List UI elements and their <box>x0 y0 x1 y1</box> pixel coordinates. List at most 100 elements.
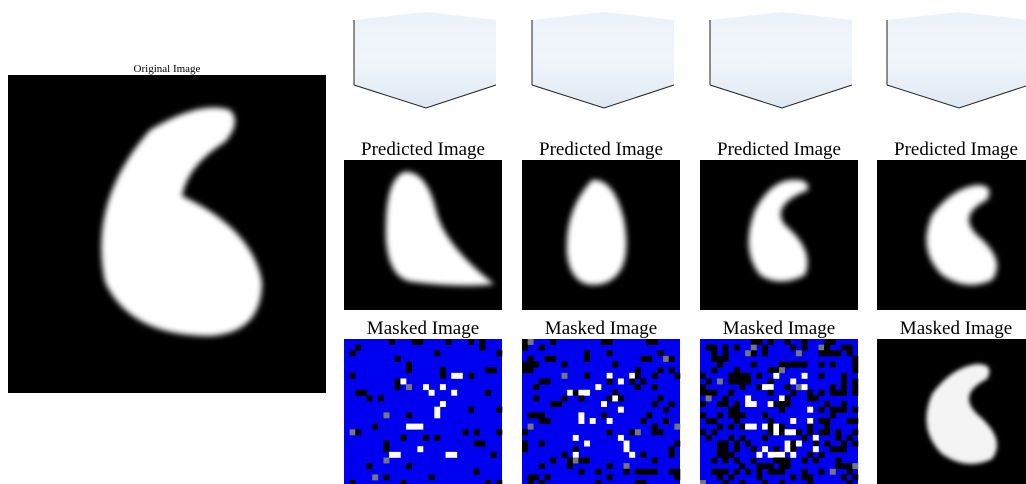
mask-pixel <box>784 384 791 391</box>
mask-pixel <box>668 451 675 458</box>
mask-pixel <box>657 429 664 436</box>
mask-pixel <box>841 378 848 385</box>
predicted-image <box>700 160 858 310</box>
mask-pixel <box>584 389 591 396</box>
predicted-title: Predicted Image <box>361 139 485 160</box>
mask-pixel <box>762 446 769 453</box>
mask-pixel <box>790 344 797 351</box>
mask-pixel <box>733 367 740 374</box>
mask-pixel <box>739 423 746 430</box>
mask-pixel <box>456 372 463 379</box>
mask-pixel <box>462 429 469 436</box>
mask-pixel <box>349 480 356 484</box>
mask-pixel <box>366 395 373 402</box>
mask-pixel <box>612 395 619 402</box>
mask-pixel <box>663 355 670 362</box>
mask-pixel <box>700 384 706 391</box>
mask-pixel <box>705 418 712 424</box>
mask-pixel <box>779 395 785 402</box>
mask-pixel <box>818 344 825 351</box>
mask-pixel <box>795 350 802 357</box>
mask-pixel <box>349 350 356 357</box>
mask-pixel <box>728 389 735 396</box>
mask-pixel <box>555 401 562 408</box>
mask-pixel <box>445 339 452 345</box>
mask-pixel <box>824 418 831 424</box>
mask-pixel <box>728 423 735 430</box>
mask-pixel <box>733 440 740 447</box>
mask-pixel <box>824 350 831 357</box>
mask-pixel <box>366 463 373 470</box>
mask-pixel <box>561 361 568 368</box>
mask-pixel <box>784 457 791 464</box>
mask-pixel <box>411 423 418 430</box>
mask-pixel <box>762 480 769 484</box>
mask-pixel <box>496 429 503 436</box>
mask-pixel <box>439 372 446 379</box>
mask-pixel <box>835 406 842 413</box>
mask-pixel <box>601 412 607 419</box>
mask-pixel <box>544 355 551 362</box>
mask-pixel <box>767 451 774 458</box>
mask-pixel <box>651 384 658 391</box>
mask-pixel <box>640 355 647 362</box>
mask-pixel <box>663 418 670 424</box>
mask-pixel <box>606 395 613 402</box>
mask-pixel <box>634 384 641 391</box>
mask-pixel <box>739 463 746 470</box>
mask-pixel <box>790 361 797 368</box>
mask-pixel <box>762 434 769 441</box>
mask-pixel <box>705 389 712 396</box>
mask-pixel <box>700 401 706 408</box>
mask-pixel <box>762 463 769 470</box>
mask-pixel <box>762 423 769 430</box>
mask-pixel <box>705 344 712 351</box>
mask-pixel <box>846 480 853 484</box>
mask-pixel <box>767 468 774 475</box>
mask-pixel <box>818 372 825 379</box>
mask-pixel <box>411 339 418 345</box>
mask-pixel <box>674 440 681 447</box>
mask-pixel <box>538 480 545 484</box>
mask-pixel <box>606 463 613 470</box>
masked-image <box>522 339 681 484</box>
mask-pixel <box>601 401 607 408</box>
mask-pixel <box>779 468 785 475</box>
mask-pixel <box>668 367 675 374</box>
mask-pixel <box>807 389 814 396</box>
mask-pixel <box>795 429 802 436</box>
mask-pixel <box>434 406 441 413</box>
mask-pixel <box>801 339 808 345</box>
mask-pixel <box>790 418 797 424</box>
mask-pixel <box>801 457 808 464</box>
mask-pixel <box>584 457 591 464</box>
mask-pixel <box>767 367 774 374</box>
mask-pixel <box>490 367 497 374</box>
mask-pixel <box>612 389 619 396</box>
mask-pixel <box>829 468 836 475</box>
mask-pixel <box>728 372 735 379</box>
mask-pixel <box>578 389 585 396</box>
mask-pixel <box>406 412 413 419</box>
mask-pixel <box>606 378 613 385</box>
volume-cube <box>710 12 852 108</box>
mask-pixel <box>801 384 808 391</box>
mask-pixel <box>750 401 757 408</box>
mask-pixel <box>784 440 791 447</box>
mask-pixel <box>728 474 735 481</box>
mask-pixel <box>668 446 675 453</box>
mask-pixel <box>795 384 802 391</box>
mask-pixel <box>790 474 797 481</box>
mask-pixel <box>767 401 774 408</box>
mask-pixel <box>790 429 797 436</box>
mask-pixel <box>595 480 602 484</box>
mask-pixel <box>846 468 853 475</box>
mask-pixel <box>538 463 545 470</box>
mask-pixel <box>533 384 540 391</box>
mask-pixel <box>790 389 797 396</box>
predicted-image <box>344 160 502 310</box>
mask-pixel <box>634 429 641 436</box>
mask-pixel <box>841 384 848 391</box>
mask-pixel <box>812 457 819 464</box>
mask-pixel <box>722 395 729 402</box>
